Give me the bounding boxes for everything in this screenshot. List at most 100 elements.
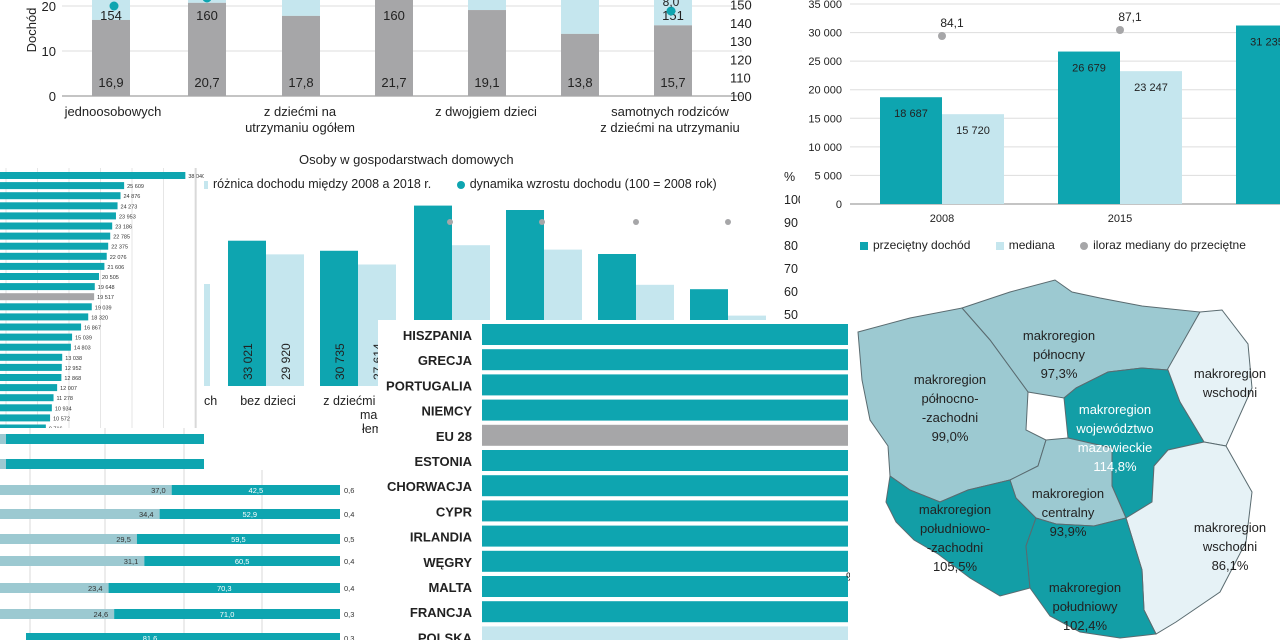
bar [482, 324, 848, 345]
right-label: 0,5 [344, 535, 354, 544]
y-tick-label-right: 100 [784, 193, 800, 207]
category-label: POLSKA [418, 630, 473, 640]
data-label: 15 720 [956, 125, 990, 137]
y-tick-label-right: 120 [730, 52, 752, 67]
data-label: 29,5 [116, 535, 131, 544]
data-label: 10 934 [55, 406, 72, 412]
map-region-label: makroregion [1079, 402, 1151, 417]
bar [0, 414, 51, 422]
bar [0, 222, 113, 230]
bar [482, 374, 848, 396]
data-label: 12 007 [60, 386, 77, 392]
bar [0, 363, 62, 371]
map-region-label: centralny [1042, 505, 1095, 520]
right-label: 0,3 [344, 634, 354, 640]
map-region-label: wschodni [1202, 539, 1257, 554]
legend-dot-teal [456, 180, 465, 189]
y-axis-label: Dochód [24, 8, 39, 53]
bar-segment-a [0, 556, 145, 566]
map-region-label: makroregion [919, 502, 991, 517]
bar [0, 172, 186, 179]
data-label: 23 186 [115, 225, 132, 231]
data-label: 18 687 [894, 108, 928, 120]
bar-median [942, 114, 1004, 204]
bar [0, 283, 95, 291]
y-tick-label-right: 150 [730, 0, 752, 13]
data-label: 31,1 [124, 557, 139, 566]
map-region-label: północno- [921, 391, 978, 406]
data-label: 37,0 [151, 486, 166, 495]
data-label: 19 039 [95, 305, 112, 311]
bar-segment-a [0, 583, 109, 593]
legend-persons: różnica dochodu między 2008 a 2018 r. dy… [204, 177, 739, 191]
bar [482, 525, 848, 547]
data-label: 19 517 [97, 295, 114, 301]
map-region-label: 102,4% [1063, 618, 1108, 633]
data-label: 81,6 [143, 634, 158, 640]
data-label: 10 572 [53, 416, 70, 422]
y-tick-label-right: 50 [784, 308, 798, 322]
category-label: bez dzieci [240, 394, 296, 408]
category-label: łem [362, 422, 382, 436]
category-label: ch [204, 394, 217, 408]
data-label: 31 235 [1250, 37, 1280, 49]
chart-title: Osoby w gospodarstwach domowych [299, 152, 514, 167]
bar [468, 10, 506, 96]
category-label: z dziećmi na utrzymaniu [600, 120, 739, 135]
map-regions [857, 279, 1253, 639]
data-label-dot: 8,0 [663, 0, 680, 9]
bar [0, 182, 125, 190]
data-label: 25 609 [127, 184, 144, 190]
right-label: 0,3 [344, 610, 354, 619]
data-label: 12 868 [64, 376, 81, 382]
bar [0, 262, 105, 270]
right-label: 0,4 [344, 584, 354, 593]
bar [0, 353, 63, 361]
bar-segment-a [0, 509, 160, 519]
y-tick-label: 10 000 [808, 142, 842, 154]
y-tick-label-right: 70 [784, 262, 798, 276]
legend-dot-gray [1080, 241, 1089, 250]
category-label: jednoosobowych [64, 104, 162, 119]
y-tick-label: 20 000 [808, 85, 842, 97]
map-region-label: północny [1033, 347, 1086, 362]
bar-segment-b [26, 633, 340, 640]
data-label: 30 735 [333, 343, 347, 380]
bar [482, 500, 848, 522]
y-tick-label: 35 000 [808, 0, 842, 11]
map-region-label: makroregion [1194, 520, 1266, 535]
data-label: 23 953 [119, 214, 136, 220]
region-poludniowy [1025, 517, 1157, 639]
map-region-label: makroregion [1194, 366, 1266, 381]
category-label: CYPR [436, 504, 473, 519]
data-label: 22 375 [111, 245, 128, 251]
bar-segment-b [144, 556, 340, 566]
data-label: 12 952 [65, 366, 82, 372]
legend-swatch-light [204, 180, 208, 189]
bar [320, 250, 358, 386]
bar [188, 2, 226, 97]
bar-segment-a [0, 609, 115, 619]
bar-segment-b [159, 509, 340, 519]
data-label: 22 076 [110, 255, 127, 261]
bar [0, 404, 52, 412]
y-tick-label: 20 [42, 0, 56, 14]
category-label: IRLANDIA [410, 530, 473, 545]
map-region-label: 93,9% [1050, 524, 1087, 539]
category-label: EU 28 [436, 429, 472, 444]
data-label: 34,4 [139, 510, 154, 519]
bar [0, 384, 58, 392]
bar [482, 626, 848, 640]
data-label: 29 920 [279, 343, 293, 380]
bar-average [880, 97, 942, 204]
ratio-dot [938, 32, 946, 40]
category-label: FRANCJA [410, 605, 473, 620]
data-label: 19 648 [98, 285, 115, 291]
y-tick-label-right: 60 [784, 285, 798, 299]
map-region-label: makroregion [1049, 580, 1121, 595]
map-region-label: makroregion [1023, 328, 1095, 343]
category-label: NIEMCY [421, 404, 472, 419]
bar [0, 202, 118, 210]
y-tick-label: 10 [42, 44, 56, 59]
